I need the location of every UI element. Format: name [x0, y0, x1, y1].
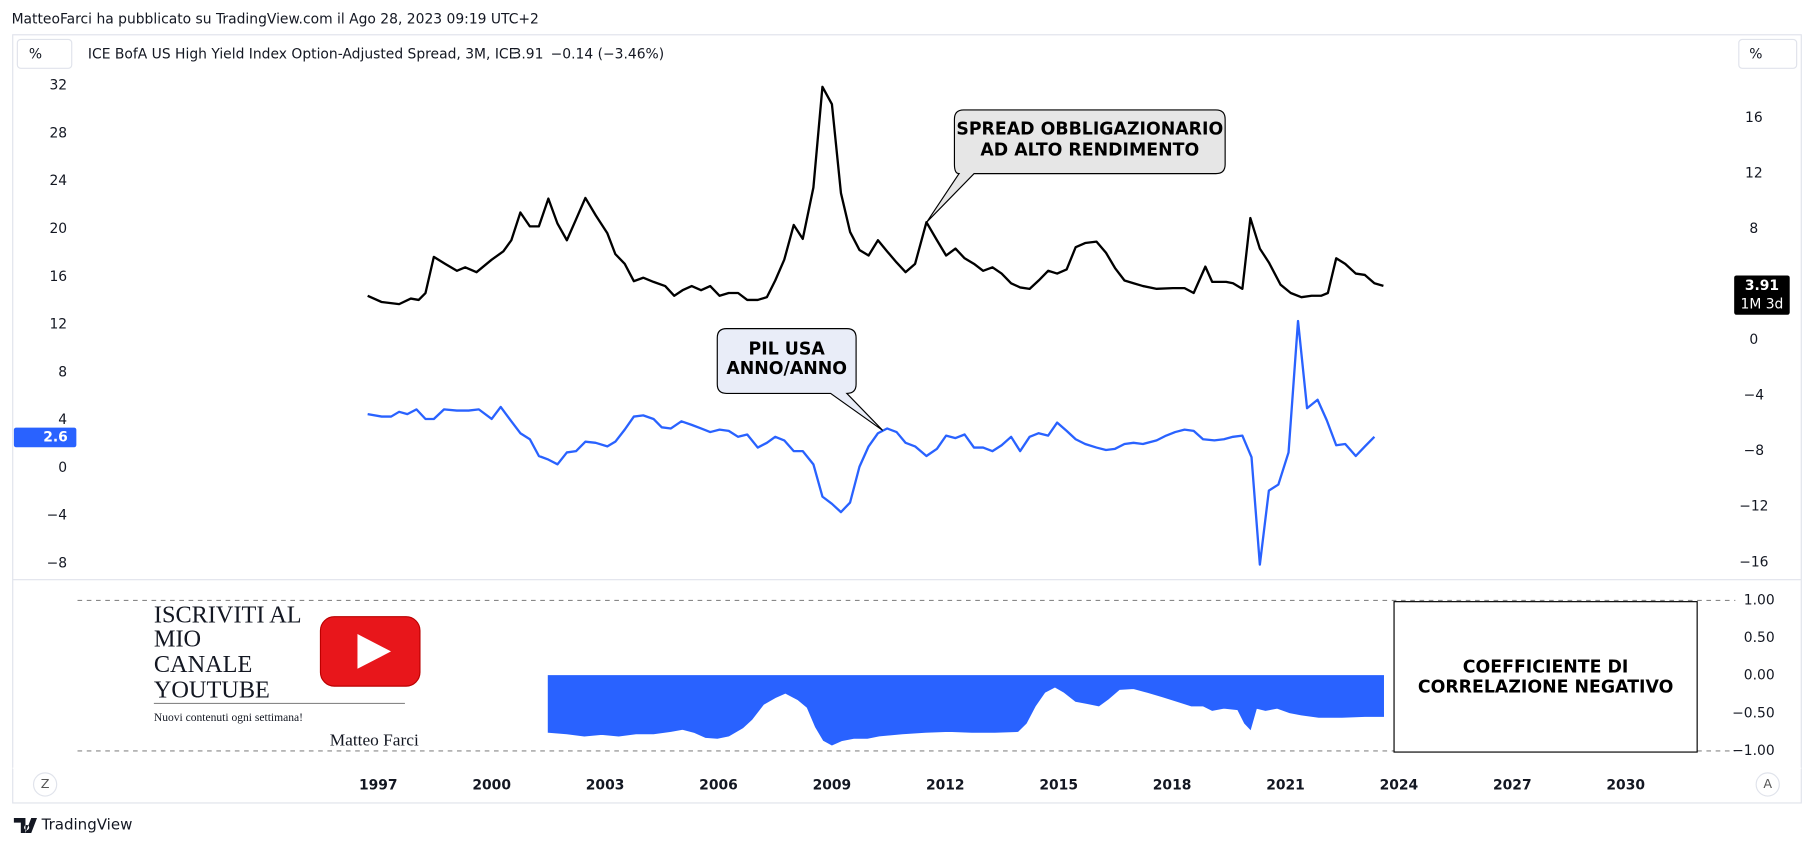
left-scale-label: % — [29, 46, 42, 62]
y-tick-label: 0 — [58, 460, 67, 476]
legend-change: −0.14 (−3.46%) — [551, 46, 664, 62]
y-tick-label: 0.50 — [1744, 630, 1775, 646]
left-scale-button[interactable] — [16, 38, 73, 69]
annotation-text: COEFFICIENTE DI — [1463, 658, 1629, 678]
y-tick-label: 24 — [49, 173, 67, 189]
x-tick-label: 2021 — [1266, 778, 1305, 794]
z-button-label: Z — [41, 776, 50, 791]
y-tick-label: 20 — [49, 221, 67, 237]
y2-tick-label: −16 — [1739, 554, 1768, 570]
promo-author: Matteo Farci — [330, 731, 419, 750]
youtube-play — [357, 634, 392, 669]
promo-line: CANALE — [154, 651, 252, 678]
annotation-text: SPREAD OBBLIGAZIONARIO — [956, 120, 1223, 140]
y-tick-label: 0.00 — [1744, 668, 1775, 684]
correlation-box — [1393, 601, 1698, 753]
x-tick-label: 2000 — [472, 778, 511, 794]
y-tick-label: 12 — [49, 317, 67, 333]
a-button-label: A — [1763, 776, 1772, 791]
y-tick-label: 28 — [49, 125, 67, 141]
x-tick-label: 2018 — [1153, 778, 1192, 794]
y-tick-label: −8 — [47, 555, 67, 571]
x-tick-label: 2030 — [1606, 778, 1645, 794]
x-tick-label: 2009 — [813, 778, 852, 794]
y2-tick-label: −4 — [1744, 388, 1765, 404]
last-value-label: 3.91 — [1745, 278, 1779, 294]
y2-tick-label: 0 — [1749, 332, 1758, 348]
promo-line: YOUTUBE — [154, 676, 270, 703]
x-tick-label: 2024 — [1380, 778, 1419, 794]
a-button[interactable] — [1755, 772, 1780, 797]
legend-last: 3.91 — [513, 46, 544, 62]
last-value-label: 2.6 — [43, 429, 68, 445]
frame — [12, 34, 1802, 804]
correlation-area — [547, 675, 1384, 746]
y-tick-label: −1.00 — [1732, 743, 1775, 759]
y-tick-label: 32 — [49, 78, 67, 94]
x-tick-label: 2012 — [926, 778, 965, 794]
promo-line: ISCRIVITI AL — [154, 601, 302, 628]
y-tick-label: 4 — [58, 412, 67, 428]
y-tick-label: −0.50 — [1732, 705, 1775, 721]
y2-tick-label: −8 — [1744, 443, 1764, 459]
legend-title: ICE BofA US High Yield Index Option-Adju… — [88, 46, 517, 62]
callout-spread — [926, 109, 1226, 223]
callout-gdp — [716, 328, 884, 431]
annotation-text: PIL USA — [749, 339, 826, 359]
y-tick-label: 16 — [49, 269, 67, 285]
z-button[interactable] — [32, 772, 58, 797]
tv-logo — [13, 817, 38, 834]
right-scale-label: % — [1749, 46, 1762, 62]
promo-line: MIO — [154, 626, 201, 653]
y2-tick-label: 8 — [1749, 221, 1758, 237]
series-line — [367, 85, 1384, 306]
y2-tick-label: 16 — [1745, 110, 1763, 126]
y2-tick-label: 12 — [1745, 166, 1763, 182]
x-tick-label: 2027 — [1493, 778, 1532, 794]
x-tick-label: 2015 — [1039, 778, 1078, 794]
right-scale-button[interactable] — [1738, 38, 1798, 69]
y2-tick-label: −12 — [1739, 499, 1768, 515]
promo-tagline: Nuovi contenuti ogni settimana! — [154, 711, 303, 724]
publish-info: MatteoFarci ha pubblicato su TradingView… — [12, 12, 539, 28]
y-tick-label: 1.00 — [1744, 592, 1775, 608]
annotation-text: ANNO/ANNO — [726, 359, 847, 379]
y-tick-label: −4 — [47, 508, 68, 524]
x-tick-label: 2003 — [586, 778, 625, 794]
countdown: 1M 3d — [1741, 296, 1784, 312]
annotation-text: AD ALTO RENDIMENTO — [980, 140, 1199, 160]
series-line — [367, 319, 1376, 566]
y-tick-label: 8 — [58, 364, 67, 380]
x-tick-label: 2006 — [699, 778, 738, 794]
last-value-tag — [13, 427, 77, 448]
x-tick-label: 1997 — [359, 778, 398, 794]
annotation-text: CORRELAZIONE NEGATIVO — [1418, 677, 1674, 697]
brand: TradingView — [41, 815, 133, 833]
last-value-tag — [1734, 275, 1790, 315]
